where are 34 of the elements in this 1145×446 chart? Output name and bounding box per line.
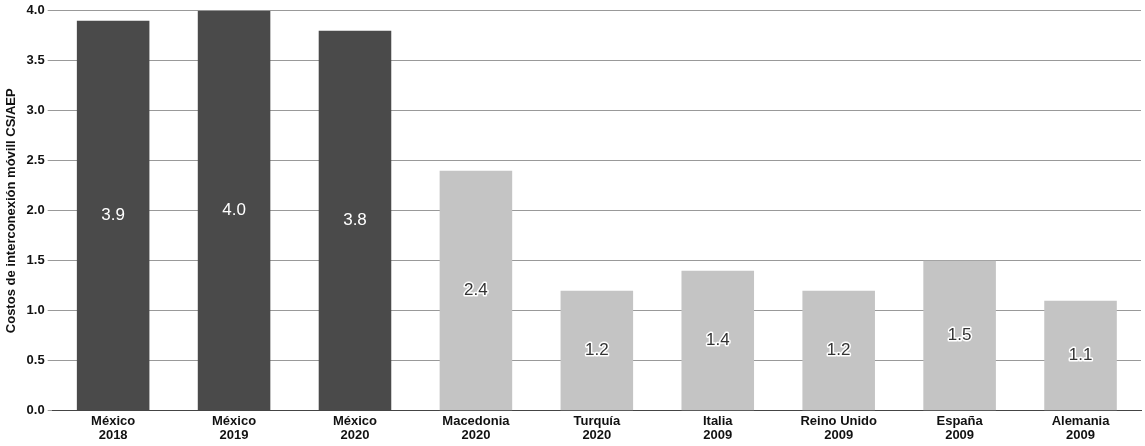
y-tick-label: 4.0 <box>26 2 45 18</box>
x-tick-label: México 2020 <box>332 413 378 442</box>
x-tick-label: España 2009 <box>936 413 984 442</box>
y-tick-label: 0.5 <box>26 352 45 368</box>
y-tick-label: 0.0 <box>26 402 45 418</box>
data-label: 3.8 <box>343 210 367 230</box>
data-label: 2.4 <box>464 280 488 300</box>
x-tick-label: Macedonia 2020 <box>442 413 511 442</box>
x-tick-label: Reino Unido 2009 <box>800 413 878 442</box>
data-label: 4.0 <box>222 200 246 220</box>
y-tick-label: 1.5 <box>26 252 45 268</box>
y-tick-label: 2.0 <box>26 202 45 218</box>
data-label: 1.5 <box>947 325 972 345</box>
data-label: 1.2 <box>826 340 851 360</box>
bar <box>923 260 996 411</box>
y-tick-label: 1.0 <box>26 302 45 318</box>
x-tick-label: Turquía 2020 <box>573 413 621 442</box>
y-tick-label: 3.0 <box>26 102 45 118</box>
x-tick-label: México 2018 <box>91 413 136 442</box>
x-tick-label: México 2019 <box>212 413 257 442</box>
bar <box>560 290 634 411</box>
bar <box>439 170 513 411</box>
data-label: 1.2 <box>585 340 609 360</box>
data-label: 1.4 <box>705 330 730 350</box>
bar <box>1044 300 1117 411</box>
y-tick-label: 2.5 <box>26 152 45 168</box>
x-tick-label: Italia 2009 <box>702 413 734 442</box>
data-label: 3.9 <box>101 205 125 225</box>
bar <box>681 270 755 411</box>
y-axis-title: Costos de interconexión móvill CS/AEP <box>3 87 19 334</box>
bar <box>802 290 875 411</box>
data-label: 1.1 <box>1068 345 1093 365</box>
x-tick-label: Alemania 2009 <box>1051 413 1111 442</box>
y-tick-label: 3.5 <box>26 52 45 68</box>
